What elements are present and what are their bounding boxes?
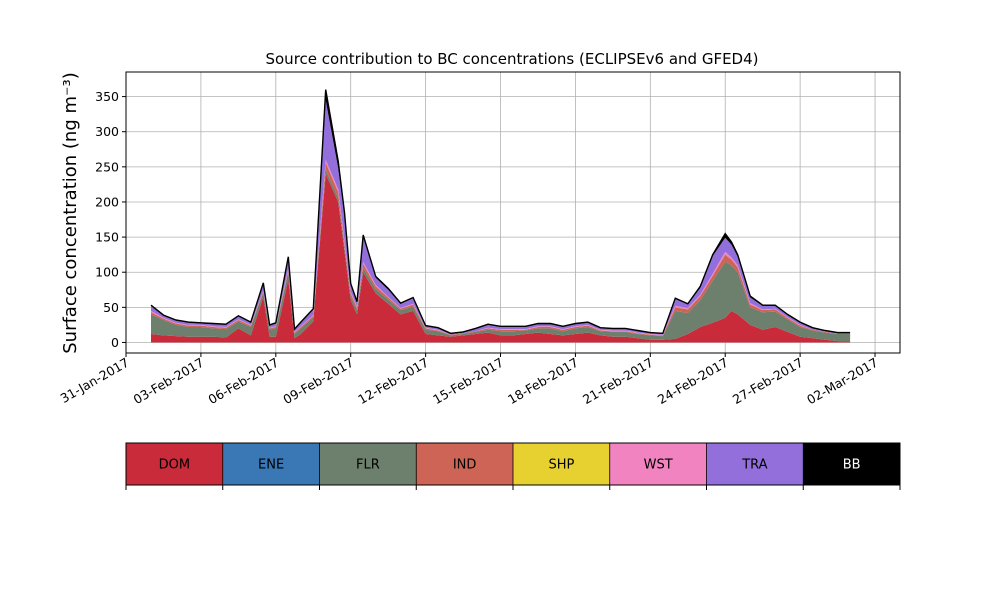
area-flr — [151, 169, 851, 342]
y-tick-label: 0 — [111, 335, 119, 350]
y-tick-label: 150 — [95, 230, 119, 245]
y-tick-label: 100 — [95, 265, 119, 280]
legend-swatch-shp — [513, 443, 610, 485]
y-tick-label: 300 — [95, 124, 119, 139]
y-tick-label: 250 — [95, 159, 119, 174]
legend-swatch-bb — [803, 443, 900, 485]
chart-title: Source contribution to BC concentrations… — [265, 50, 758, 68]
legend-swatch-dom — [126, 443, 223, 485]
legend-label-bb: BB — [843, 458, 861, 473]
legend: DOM ENE FLR IND SHP WST TRA BB — [125, 442, 901, 490]
y-tick-label: 350 — [95, 89, 119, 104]
legend-label-ind: IND — [453, 458, 477, 473]
y-tick-label: 50 — [103, 300, 119, 315]
total-outline — [150, 89, 851, 335]
legend-swatch-ind — [416, 443, 513, 485]
legend-swatch-tra — [706, 443, 804, 485]
legend-label-dom: DOM — [159, 458, 190, 473]
legend-swatch-ene — [222, 443, 320, 485]
legend-swatch-flr — [319, 443, 417, 485]
plot-frame — [125, 71, 901, 354]
legend-label-tra: TRA — [741, 458, 767, 473]
area-tra — [151, 100, 851, 335]
area-dom — [151, 173, 851, 343]
legend-label-wst: WST — [644, 458, 673, 473]
legend-swatch-wst — [609, 443, 707, 485]
y-tick-label: 200 — [95, 194, 119, 209]
legend-label-ene: ENE — [258, 458, 284, 473]
y-axis-label: Surface concentration (ng m⁻³) — [60, 72, 81, 354]
legend-label-shp: SHP — [548, 458, 574, 473]
stacked-areas — [150, 89, 851, 343]
legend-label-flr: FLR — [356, 458, 380, 473]
